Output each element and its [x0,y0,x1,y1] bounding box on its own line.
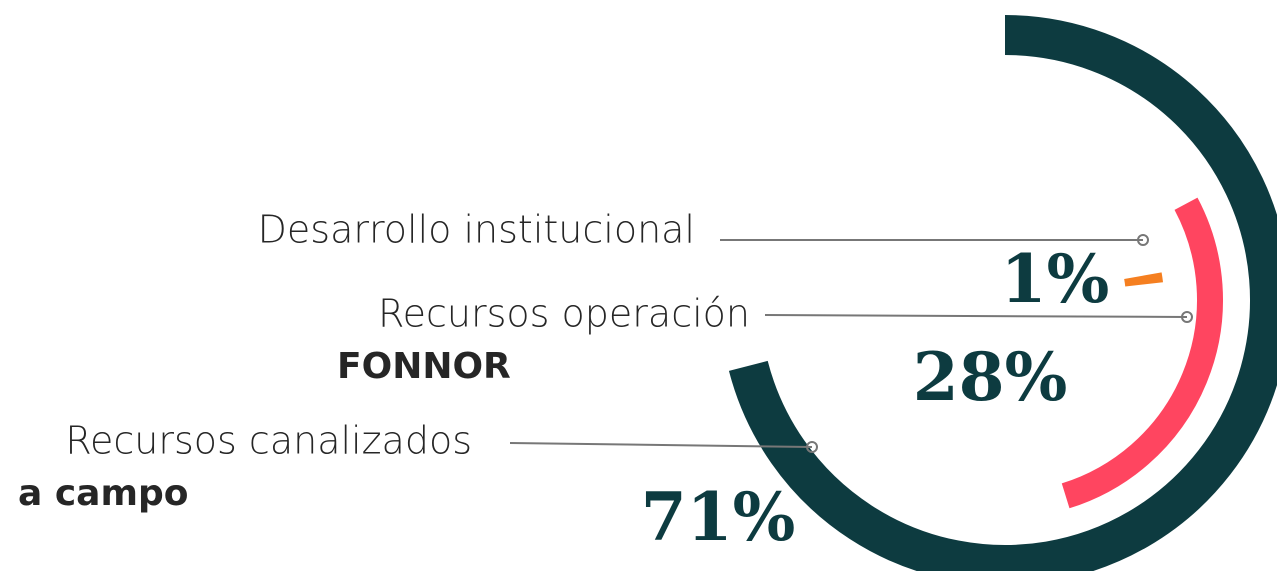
leader-line [509,442,813,448]
leader-dot [1181,311,1193,323]
category-label: Recursos canalizados [65,419,472,463]
leader-dot [806,441,818,453]
arc [1124,272,1164,287]
value-label: 1% [1001,240,1110,318]
category-label-bold: a campo [18,473,188,514]
value-label: 71% [641,478,796,556]
category-label-bold: FONNOR [337,346,511,387]
leader-dot [1137,234,1149,246]
arc [728,15,1277,571]
arc [1061,197,1223,509]
leader-line [764,314,1188,318]
category-label: Recursos operación [378,292,750,336]
value-label: 28% [913,338,1068,416]
category-label: Desarrollo institucional [258,208,695,252]
